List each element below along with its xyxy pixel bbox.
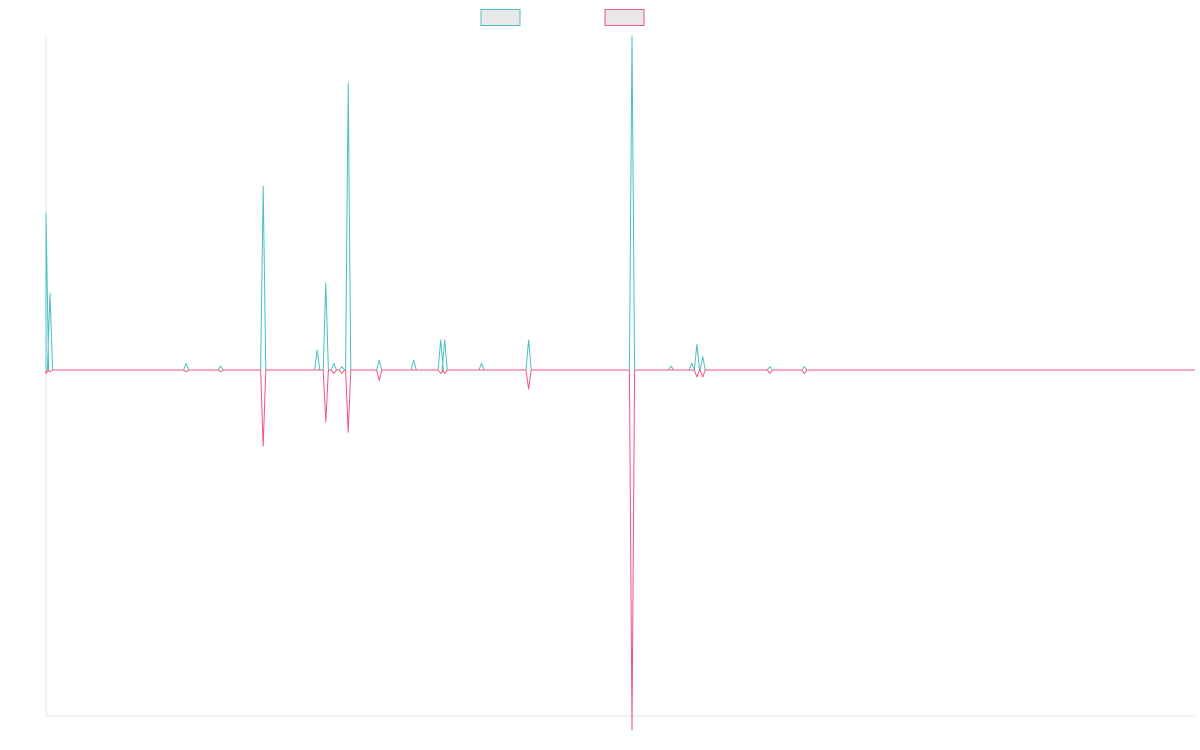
series-layer: [45, 35, 1195, 731]
legend-swatch-series-1[interactable]: [480, 9, 521, 26]
series-line-2: [45, 369, 1195, 731]
legend: [480, 9, 645, 26]
series-line-1: [45, 35, 1195, 371]
legend-swatch-series-2[interactable]: [604, 9, 645, 26]
axes: [45, 36, 1195, 717]
